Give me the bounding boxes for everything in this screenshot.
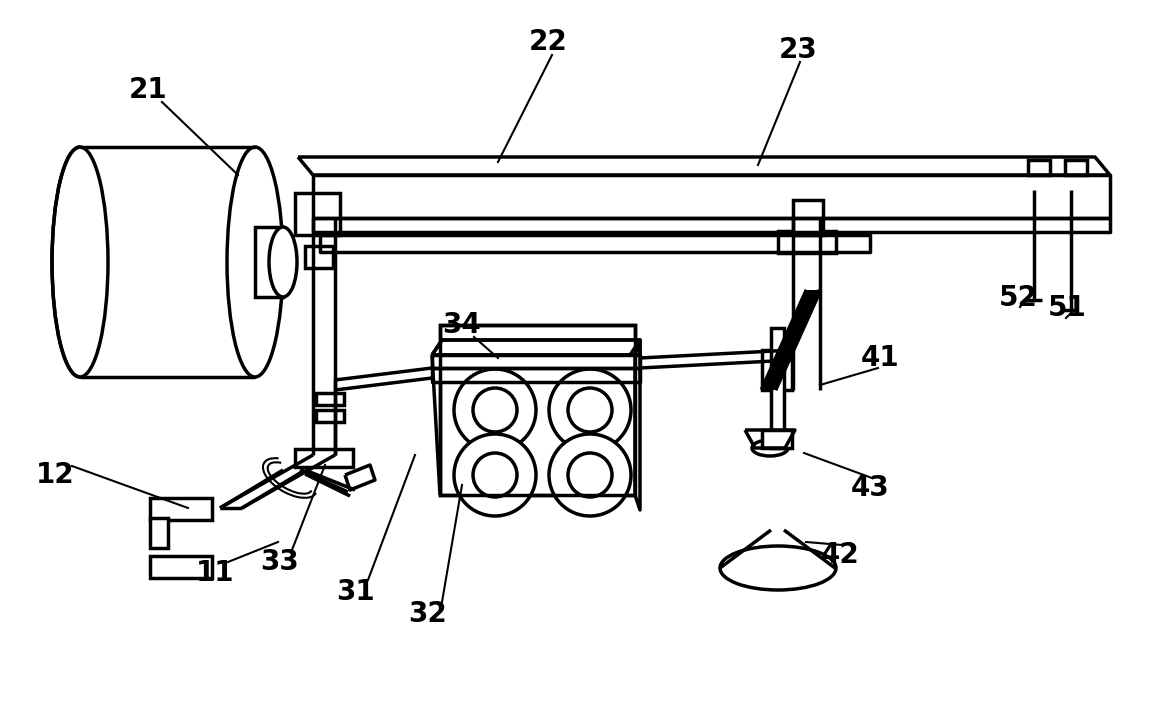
Polygon shape (635, 340, 640, 510)
Text: 31: 31 (336, 578, 374, 606)
Bar (151, 518, 168, 548)
Ellipse shape (472, 453, 516, 497)
Ellipse shape (720, 546, 836, 590)
Bar (151, 498, 212, 520)
Ellipse shape (549, 369, 631, 451)
Text: 21: 21 (129, 76, 167, 104)
Polygon shape (432, 368, 640, 382)
Polygon shape (345, 465, 375, 490)
Ellipse shape (569, 453, 611, 497)
Text: 32: 32 (409, 600, 447, 628)
Polygon shape (320, 235, 870, 252)
Polygon shape (432, 355, 640, 368)
Ellipse shape (227, 147, 283, 377)
Bar (1065, 160, 1087, 175)
Bar (316, 393, 344, 405)
Bar (1028, 160, 1050, 175)
Ellipse shape (549, 434, 631, 516)
Polygon shape (432, 340, 640, 355)
Text: 22: 22 (528, 28, 567, 56)
Ellipse shape (752, 440, 787, 456)
Ellipse shape (269, 227, 296, 297)
Ellipse shape (454, 369, 536, 451)
Polygon shape (313, 175, 1111, 218)
Text: 52: 52 (998, 284, 1038, 312)
Bar (255, 227, 283, 297)
Text: 12: 12 (36, 461, 74, 489)
Text: 43: 43 (851, 474, 889, 502)
Polygon shape (745, 430, 796, 448)
Bar (305, 246, 334, 268)
Ellipse shape (472, 388, 516, 432)
Text: 41: 41 (860, 344, 900, 372)
Bar (316, 410, 344, 422)
Ellipse shape (454, 434, 536, 516)
Polygon shape (298, 157, 1111, 175)
Bar (771, 328, 784, 448)
Bar (793, 200, 823, 235)
Bar (440, 325, 635, 495)
Text: 42: 42 (821, 541, 859, 569)
Text: 51: 51 (1048, 294, 1086, 322)
Polygon shape (762, 290, 820, 390)
Bar (778, 231, 836, 253)
Ellipse shape (52, 147, 108, 377)
Text: 34: 34 (442, 311, 482, 339)
Text: 23: 23 (778, 36, 818, 64)
Bar (762, 350, 792, 390)
Bar (295, 193, 340, 235)
Bar (295, 449, 353, 467)
Text: 11: 11 (196, 559, 234, 587)
Bar (762, 430, 792, 448)
Bar (151, 556, 212, 578)
Text: 33: 33 (261, 548, 300, 576)
Polygon shape (313, 218, 1111, 232)
Bar (440, 325, 635, 495)
Polygon shape (432, 340, 640, 355)
Ellipse shape (569, 388, 611, 432)
